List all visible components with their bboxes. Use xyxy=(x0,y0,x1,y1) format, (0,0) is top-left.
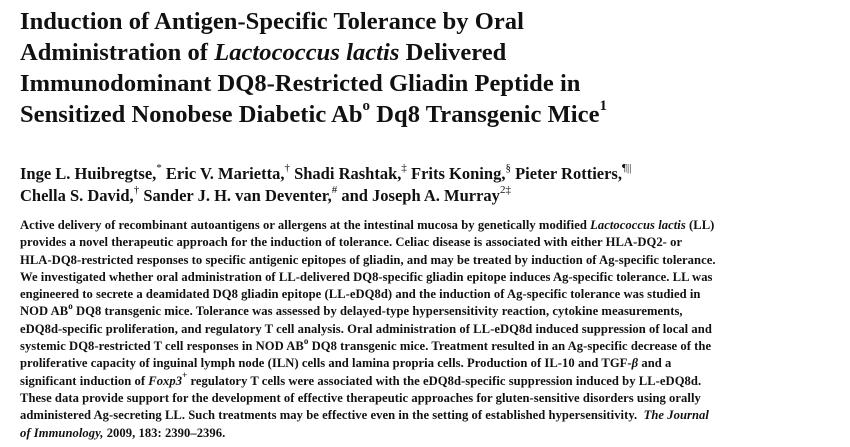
author-line-2: Chella S. David,† Sander J. H. van Deven… xyxy=(20,183,840,207)
abstract-superscript: o xyxy=(68,301,73,312)
author-name: Eric V. Marietta, xyxy=(161,164,285,183)
abstract-gene-italic: Foxp3 xyxy=(148,373,183,388)
abstract-line: We investigated whether oral administrat… xyxy=(20,269,713,284)
abstract-line: Active delivery of recombinant autoantig… xyxy=(20,217,840,234)
abstract-text: DQ8 transgenic mice. Tolerance was asses… xyxy=(72,304,683,319)
author-affiliation-marker: § xyxy=(505,161,511,174)
article-title: Induction of Antigen-Specific Tolerance … xyxy=(20,6,840,130)
abstract-text: proliferative capacity of inguinal lymph… xyxy=(20,356,632,371)
abstract-greek-beta: β xyxy=(631,356,639,371)
author-affiliation-marker: † xyxy=(133,183,140,196)
author-name: and Joseph A. Murray xyxy=(337,186,500,205)
author-name: Sander J. H. van Deventer, xyxy=(139,186,332,205)
title-footnote-marker: 1 xyxy=(599,97,608,114)
abstract-line: provides a novel therapeutic approach fo… xyxy=(20,235,683,250)
author-affiliation-marker: * xyxy=(156,161,162,174)
abstract-line: proliferative capacity of inguinal lymph… xyxy=(20,355,840,372)
title-line-3: Immunodominant DQ8-Restricted Gliadin Pe… xyxy=(20,70,581,97)
abstract-superscript: o xyxy=(303,335,309,346)
abstract-text: systemic DQ8-restricted T cell responses… xyxy=(20,339,304,354)
abstract-line: administered Ag-secreting LL. Such treat… xyxy=(20,407,840,424)
title-text: Sensitized Nonobese Diabetic Ab xyxy=(20,101,363,128)
abstract-line: NOD ABo DQ8 transgenic mice. Tolerance w… xyxy=(20,301,840,320)
citation-text: 2009, 183: 2390–2396. xyxy=(103,425,226,440)
author-line-1: Inge L. Huibregtse,* Eric V. Marietta,† … xyxy=(20,161,840,185)
author-affiliation-marker: † xyxy=(284,161,290,174)
abstract-text: and a xyxy=(638,356,672,371)
author-list: Inge L. Huibregtse,* Eric V. Marietta,† … xyxy=(20,161,840,207)
abstract-text: administered Ag-secreting LL. Such treat… xyxy=(20,408,638,423)
abstract-text: DQ8 transgenic mice. Treatment resulted … xyxy=(308,339,712,354)
author-affiliation-marker: ¶|| xyxy=(621,161,632,174)
author-name: Shadi Rashtak, xyxy=(289,164,402,183)
abstract-line: These data provide support for the devel… xyxy=(20,390,701,405)
abstract-text: significant induction of xyxy=(20,373,149,388)
abstract-text: regulatory T cells were associated with … xyxy=(187,373,702,388)
abstract-text: NOD AB xyxy=(20,304,69,319)
title-species-italic: Lactococcus lactis xyxy=(214,39,400,66)
abstract-superscript: + xyxy=(182,370,188,381)
author-name: Pieter Rottiers, xyxy=(510,164,622,183)
abstract-line: significant induction of Foxp3+ regulato… xyxy=(20,370,840,390)
abstract-line: HLA-DQ8-restricted responses to specific… xyxy=(20,252,716,267)
title-line-2: Administration of Lactococcus lactis Del… xyxy=(20,37,840,68)
abstract: Active delivery of recombinant autoantig… xyxy=(20,217,840,442)
author-affiliation-marker: # xyxy=(331,183,338,196)
author-affiliation-marker: ‡ xyxy=(401,161,407,174)
article-page: Induction of Antigen-Specific Tolerance … xyxy=(20,6,840,442)
title-text: Dq8 Transgenic Mice xyxy=(370,101,600,128)
author-name: Chella S. David, xyxy=(20,186,134,205)
title-superscript: o xyxy=(362,97,371,114)
abstract-line: systemic DQ8-restricted T cell responses… xyxy=(20,335,840,355)
abstract-text: Active delivery of recombinant autoantig… xyxy=(20,218,591,232)
author-name: Frits Koning, xyxy=(406,164,506,183)
abstract-species-italic: Lactococcus lactis xyxy=(590,218,686,232)
title-text: Delivered xyxy=(399,39,507,66)
abstract-line: engineered to secrete a deamidated DQ8 g… xyxy=(20,287,701,302)
title-text: Administration of xyxy=(20,39,215,66)
title-line-1: Induction of Antigen-Specific Tolerance … xyxy=(20,8,524,35)
abstract-text: (LL) xyxy=(685,218,715,232)
abstract-line: eDQ8d-specific proliferation, and regula… xyxy=(20,321,712,336)
abstract-line: of Immunology, 2009, 183: 2390–2396. xyxy=(20,425,840,442)
author-affiliation-marker: 2‡ xyxy=(499,183,511,196)
journal-name: The Journal xyxy=(643,408,709,423)
title-line-4: Sensitized Nonobese Diabetic Abo Dq8 Tra… xyxy=(20,97,840,130)
author-name: Inge L. Huibregtse, xyxy=(20,164,157,183)
journal-name: of Immunology, xyxy=(20,425,104,440)
